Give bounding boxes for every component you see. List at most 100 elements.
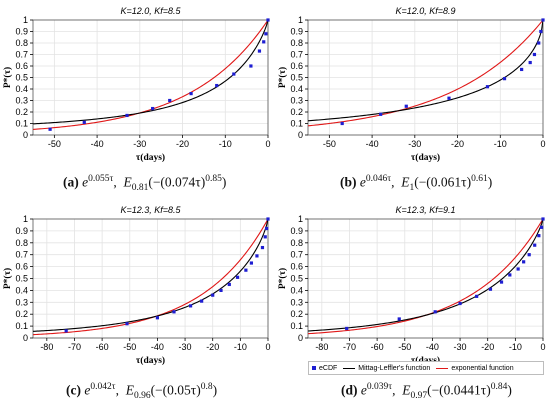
caption-ml-sub: 0.97	[410, 391, 428, 402]
y-tick-label: 0.7	[290, 250, 303, 260]
y-tick-label: 0	[23, 333, 28, 343]
x-tick-label: -20	[206, 342, 219, 352]
ecdf-marker-icon	[312, 366, 316, 370]
ecdf-point	[499, 280, 504, 284]
caption-ml-arg: (−(0.074τ)	[148, 174, 206, 190]
legend-label-mittag: Mittag-Leffler's function	[358, 364, 431, 372]
x-tick-label: -70	[68, 342, 81, 352]
y-tick-label: 0.2	[290, 107, 303, 117]
caption-exp: 0.055τ	[88, 174, 114, 184]
ecdf-point	[215, 83, 219, 88]
chart-panel-c: -80 -70 -60 -50 -40 -30 -20 -10 0 0 0.1 0.2 0.3 0.4 0.…	[0, 203, 275, 406]
x-tick-label: -60	[96, 342, 109, 352]
y-tick-label: 0.2	[15, 309, 28, 319]
legend: eCDF Mittag-Leffler's function exponenti…	[308, 361, 544, 375]
y-tick-label: 0	[298, 333, 303, 343]
x-tick-label: 0	[540, 139, 545, 149]
chart-panel-b: -50 -40 -30 -20 -10 0 0 0.1 0.2 0.3 0.4 0.5 0.6 0.7 0.…	[275, 0, 550, 203]
ecdf-point	[502, 77, 507, 81]
ecdf-point	[447, 96, 451, 100]
chart-svg: -80 -70 -60 -50 -40 -30 -20 -10 000.10.20.30.40.…	[2, 205, 271, 366]
caption-b: (b) e0.046τ, E1(−(0.061τ)0.61)	[340, 174, 493, 194]
x-tick-label: -20	[451, 139, 464, 149]
y-tick-label: 0	[298, 130, 303, 140]
caption-ml-sub: 0.81	[131, 183, 149, 194]
caption-label: (c)	[66, 382, 81, 398]
ecdf-point	[508, 273, 512, 277]
ecdf-point	[266, 217, 270, 221]
ecdf-point	[458, 301, 462, 306]
caption-exp: 0.042τ	[90, 382, 116, 392]
caption-ml-arg: (−(0.061τ)	[414, 174, 472, 190]
y-axis-label: P*(τ)	[2, 67, 13, 88]
x-tick-label: -40	[366, 139, 379, 149]
ecdf-point	[345, 326, 349, 331]
x-tick-label: -40	[426, 342, 439, 352]
y-tick-label: 1	[298, 15, 303, 25]
caption-exp: 0.046τ	[365, 174, 392, 184]
y-tick-label: 1	[23, 214, 28, 224]
ecdf-point	[537, 41, 541, 45]
y-tick-label: 0.5	[290, 73, 303, 83]
ecdf-point	[219, 288, 223, 292]
ecdf-point	[188, 304, 193, 308]
x-tick-label: -50	[48, 139, 61, 149]
caption-ml-sub: 1	[409, 183, 415, 194]
x-axis-label: τ(days)	[411, 355, 440, 366]
caption-ml-arg: (−(0.05τ)	[150, 382, 201, 398]
ecdf-point	[155, 316, 160, 320]
ecdf-point	[537, 234, 541, 238]
ecdf-point	[527, 253, 531, 257]
x-tick-label: 0	[265, 342, 270, 352]
x-tick-label: 0	[265, 139, 270, 149]
y-tick-label: 0.5	[15, 73, 28, 83]
y-tick-label: 0.2	[15, 107, 28, 117]
ecdf-point	[404, 104, 408, 108]
y-tick-label: 1	[23, 15, 28, 25]
legend-item-mittag: Mittag-Leffler's function	[343, 365, 430, 372]
y-tick-label: 0.6	[290, 262, 303, 272]
x-tick-label: -10	[509, 342, 522, 352]
ecdf-point	[532, 52, 537, 57]
y-tick-label: 0.1	[290, 119, 303, 129]
x-tick-label: -10	[494, 139, 507, 149]
legend-item-ecdf: eCDF	[312, 365, 337, 372]
x-tick-label: -40	[91, 139, 104, 149]
y-tick-label: 0.3	[290, 297, 303, 307]
y-tick-label: 0.9	[15, 27, 28, 37]
ecdf-point	[539, 29, 543, 34]
ecdf-point	[125, 113, 129, 118]
x-tick-label: -60	[371, 342, 384, 352]
caption-label: (b)	[340, 174, 357, 190]
caption-ml-pow: 0.84	[490, 382, 508, 392]
ecdf-point	[541, 18, 545, 22]
caption-ml-sub: 0.96	[133, 391, 151, 402]
mittag-leffler-curve	[33, 218, 268, 332]
y-tick-label: 0.7	[290, 50, 303, 60]
y-tick-label: 0.8	[15, 38, 28, 48]
ecdf-point	[189, 92, 193, 96]
caption-c: (c) e0.042τ, E0.96(−(0.05τ)0.8)	[66, 382, 218, 402]
chart-panel-d: -80 -70 -60 -50 -40 -30 -20 -10 0 0 0.1 0.2 0.3 0.4 0.…	[275, 203, 550, 406]
y-tick-label: 0.8	[290, 238, 303, 248]
x-tick-label: -80	[315, 342, 328, 352]
exponential-curve	[308, 218, 543, 335]
y-tick-label: 0.6	[15, 262, 28, 272]
ecdf-point	[522, 260, 526, 264]
exponential-curve	[308, 19, 543, 127]
x-tick-label: -30	[179, 342, 192, 352]
x-tick-label: -20	[481, 342, 494, 352]
y-axis-label: P*(τ)	[2, 268, 13, 289]
chart-title: K=12.3, Kf=9.1	[395, 205, 455, 215]
ecdf-point	[516, 267, 520, 271]
caption-d: (d) e0.039τ, E0.97(−(0.0441τ)0.84)	[341, 382, 512, 402]
x-tick-label: -30	[408, 139, 421, 149]
ecdf-point	[265, 226, 269, 231]
ecdf-point	[227, 282, 231, 287]
legend-label-exponential: exponential function	[451, 364, 514, 372]
y-tick-label: 0.4	[290, 285, 303, 295]
mittag-line-icon	[343, 367, 356, 369]
y-tick-label: 0.1	[15, 321, 28, 331]
ecdf-point	[172, 310, 176, 314]
x-tick-label: -50	[398, 342, 411, 352]
